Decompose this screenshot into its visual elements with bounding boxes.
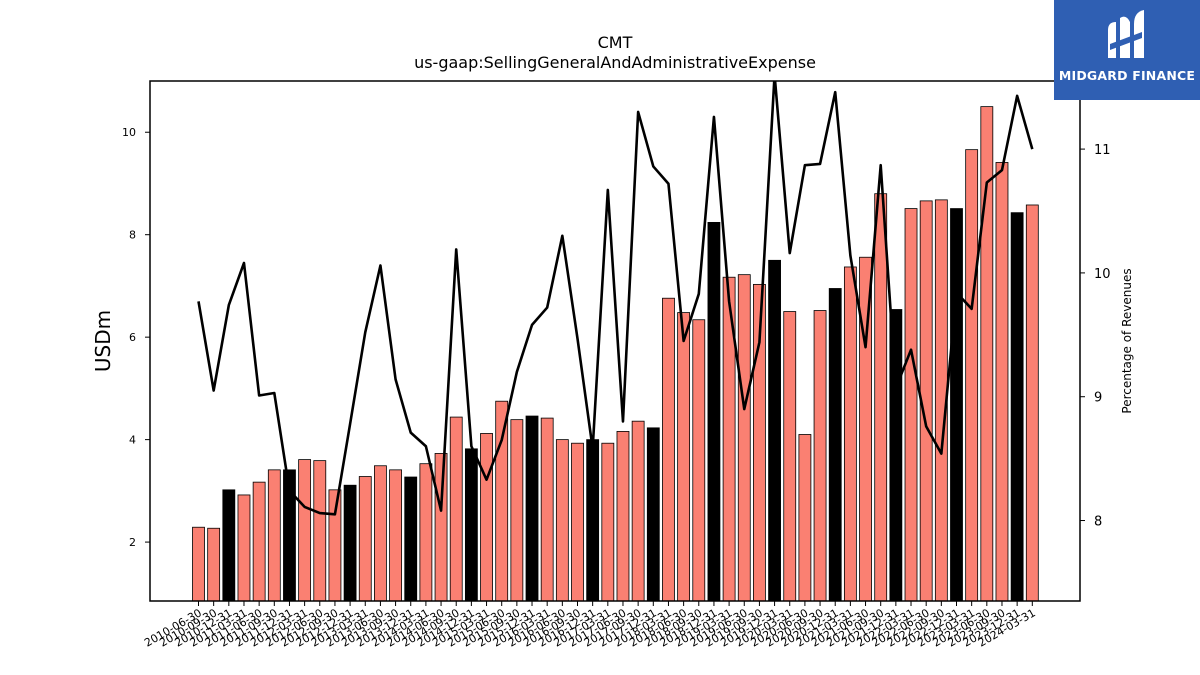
bar-2012-03-31 bbox=[298, 459, 312, 602]
bar-2021-12-31 bbox=[889, 309, 903, 602]
bar-2011-03-31 bbox=[237, 494, 251, 602]
bar-2010-06-30 bbox=[192, 526, 205, 602]
chart-title: CMT bbox=[598, 33, 633, 52]
y2-tick-label: 8 bbox=[1094, 515, 1102, 530]
right-axis: 8 9 10 11 bbox=[1080, 143, 1111, 530]
x-axis: 2010-06-302010-09-302010-12-312011-03-31… bbox=[142, 601, 1038, 650]
bar-2013-06-30 bbox=[374, 465, 387, 602]
y-axis-label: USDm bbox=[91, 310, 115, 372]
bar-2017-06-30 bbox=[616, 431, 630, 602]
bar-2018-06-30 bbox=[677, 312, 691, 602]
bar-2014-03-31 bbox=[419, 463, 433, 602]
chart-subtitle: us-gaap:SellingGeneralAndAdministrativeE… bbox=[414, 53, 816, 72]
bar-2011-09-30 bbox=[267, 469, 281, 602]
y-tick-label: 10 bbox=[122, 126, 136, 139]
bar-2016-09-30 bbox=[571, 442, 584, 602]
bar-2013-03-31 bbox=[358, 476, 372, 602]
y2-tick-label: 11 bbox=[1094, 143, 1111, 158]
bar-2013-12-31 bbox=[404, 476, 418, 602]
bar-2023-09-30 bbox=[995, 162, 1009, 602]
plot-frame bbox=[149, 80, 1081, 602]
percentage-line bbox=[197, 81, 1034, 516]
bar-2022-12-31 bbox=[950, 208, 963, 602]
bar-2020-06-30 bbox=[798, 434, 812, 602]
y2-tick-label: 10 bbox=[1094, 267, 1111, 282]
bar-2010-12-31 bbox=[222, 489, 236, 602]
bar-2014-06-30 bbox=[434, 453, 448, 602]
y2-axis-label: Percentage of Revenues bbox=[1120, 268, 1134, 413]
bar-2017-03-31 bbox=[601, 442, 615, 602]
bar-2024-03-31 bbox=[1025, 204, 1039, 602]
bar-2018-03-31 bbox=[662, 297, 675, 602]
brand-name: MIDGARD FINANCE bbox=[1058, 68, 1196, 83]
bar-2023-12-31 bbox=[1010, 212, 1024, 602]
bar-2014-09-30 bbox=[449, 416, 463, 602]
bar-2014-12-31 bbox=[464, 448, 478, 602]
y-tick-label: 6 bbox=[129, 331, 136, 344]
bar-2020-03-31 bbox=[783, 311, 797, 602]
bar-2022-03-31 bbox=[904, 208, 918, 602]
bar-2018-09-30 bbox=[692, 319, 706, 602]
bar-2015-03-31 bbox=[480, 433, 493, 602]
bar-2016-06-30 bbox=[555, 439, 569, 602]
bar-2016-12-31 bbox=[586, 439, 600, 602]
bar-2015-09-30 bbox=[510, 419, 524, 602]
bar-2012-06-30 bbox=[313, 460, 327, 602]
bar-2016-03-31 bbox=[540, 417, 554, 602]
bar-2015-06-30 bbox=[495, 400, 509, 602]
y-tick-label: 4 bbox=[129, 434, 136, 447]
bar-2011-06-30 bbox=[252, 481, 266, 602]
bar-2010-09-30 bbox=[207, 527, 221, 602]
y2-tick-label: 9 bbox=[1094, 391, 1102, 406]
bar-2015-12-31 bbox=[525, 415, 539, 602]
bar-2023-06-30 bbox=[980, 106, 994, 602]
bar-2012-12-31 bbox=[343, 484, 357, 602]
bar-2021-09-30 bbox=[874, 193, 888, 602]
bar-2020-09-30 bbox=[813, 310, 827, 602]
bar-2019-06-30 bbox=[737, 274, 751, 602]
y-tick-label: 2 bbox=[129, 536, 136, 549]
brand-logo-icon bbox=[1108, 10, 1144, 58]
y-tick-label: 8 bbox=[129, 229, 136, 242]
bar-2017-12-31 bbox=[646, 427, 660, 602]
bar-2019-12-31 bbox=[768, 259, 781, 602]
bar-2021-03-31 bbox=[843, 266, 857, 602]
bar-2013-09-30 bbox=[389, 469, 402, 602]
bar-2018-12-31 bbox=[707, 221, 721, 602]
left-axis: 2 4 6 8 10 bbox=[122, 126, 150, 549]
bar-2020-12-31 bbox=[828, 288, 842, 602]
bar-2023-03-31 bbox=[965, 149, 979, 602]
bar-2017-09-30 bbox=[631, 420, 645, 602]
line-series bbox=[197, 81, 1034, 516]
